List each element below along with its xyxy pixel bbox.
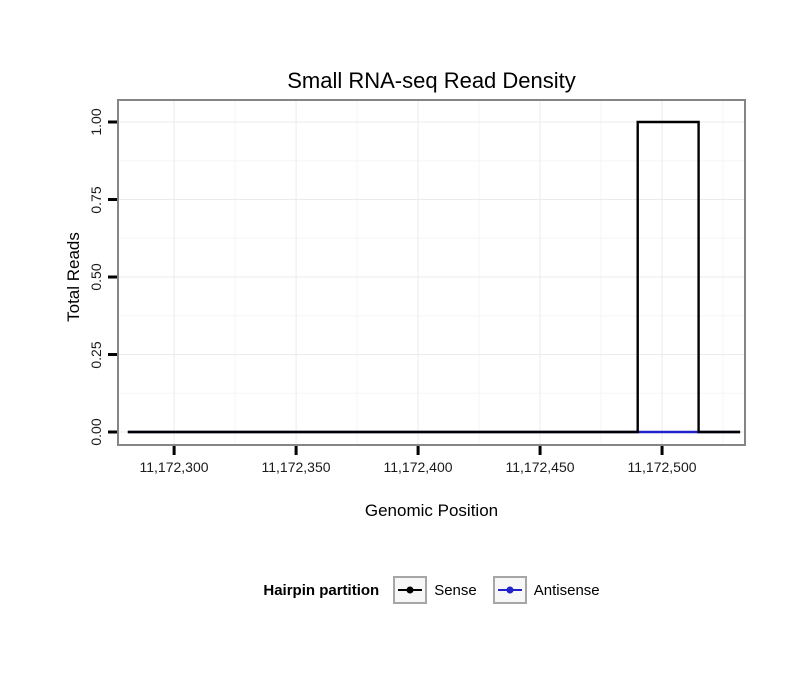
legend-entry-sense: Sense [393, 576, 477, 604]
y-axis-label: Total Reads [64, 232, 83, 322]
y-tick-label: 0.00 [88, 418, 104, 446]
y-tick-label: 0.25 [88, 341, 104, 369]
legend-entry-antisense: Antisense [492, 576, 600, 604]
y-tick-label: 1.00 [88, 108, 104, 136]
legend-key-sense-icon [393, 576, 428, 604]
x-tick-label: 11,172,300 [139, 459, 209, 475]
series-line-sense [127, 120, 741, 434]
legend: Hairpin partition Sense Antisense [118, 576, 745, 604]
legend-key-antisense-icon [492, 576, 527, 604]
legend-title: Hairpin partition [263, 581, 380, 599]
legend-label: Sense [434, 581, 477, 599]
panel-background [118, 100, 745, 445]
legend-key-point [406, 586, 414, 594]
y-tick-label: 0.50 [88, 263, 104, 291]
x-axis-label: Genomic Position [364, 501, 499, 520]
chart-title: Small RNA-seq Read Density [287, 68, 576, 93]
x-tick-label: 11,172,350 [261, 459, 331, 475]
panel-border [117, 99, 746, 446]
legend-entries: Sense Antisense [393, 576, 600, 604]
legend-key-point [506, 586, 514, 594]
x-tick-label: 11,172,450 [505, 459, 575, 475]
y-tick-label: 0.75 [88, 186, 104, 214]
x-tick-label: 11,172,400 [383, 459, 453, 475]
x-tick-label: 11,172,500 [627, 459, 697, 475]
legend-label: Antisense [533, 581, 600, 599]
